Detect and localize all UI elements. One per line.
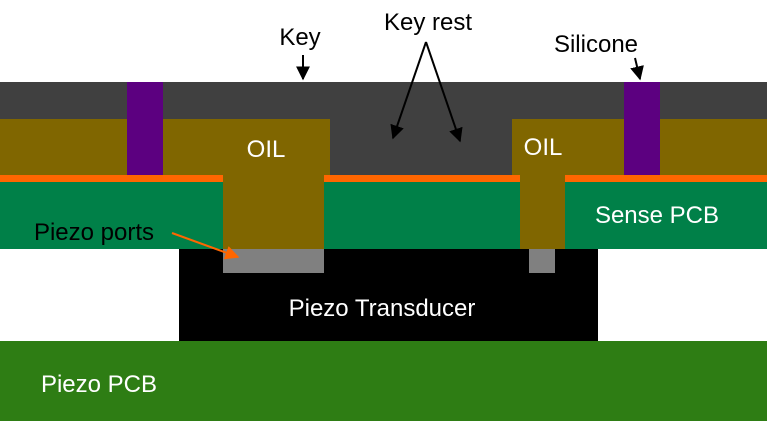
label-key: Key (279, 24, 320, 51)
oil-column-right (520, 175, 565, 249)
label-silicone: Silicone (554, 31, 638, 58)
oil-region-right (512, 119, 767, 249)
label-piezo-ports: Piezo ports (34, 219, 154, 246)
label-piezo-transducer: Piezo Transducer (289, 295, 476, 322)
piezo-pcb (0, 341, 767, 421)
piezo-ports-arrow (171, 232, 240, 260)
sense-pcb-right-seg (565, 182, 767, 249)
label-sense-pcb: Sense PCB (595, 202, 719, 229)
label-piezo-pcb: Piezo PCB (41, 371, 157, 398)
silicone-post-left (127, 82, 163, 175)
key-rest-arrow-right (425, 41, 463, 143)
label-key-rest: Key rest (384, 9, 472, 36)
sense-pcb-middle (324, 182, 520, 249)
piezo-port-right (529, 249, 555, 273)
silicone-post-right (624, 82, 660, 175)
key-rest-arrow-left (390, 41, 427, 140)
label-oil-right: OIL (524, 134, 563, 161)
orange-strip-right (565, 175, 767, 182)
silicone-arrow (630, 57, 644, 81)
oil-column-left (223, 175, 324, 249)
orange-strip-left (0, 175, 223, 182)
label-oil-left: OIL (247, 136, 286, 163)
orange-strip-middle (324, 175, 520, 182)
piezo-port-left (223, 249, 324, 273)
